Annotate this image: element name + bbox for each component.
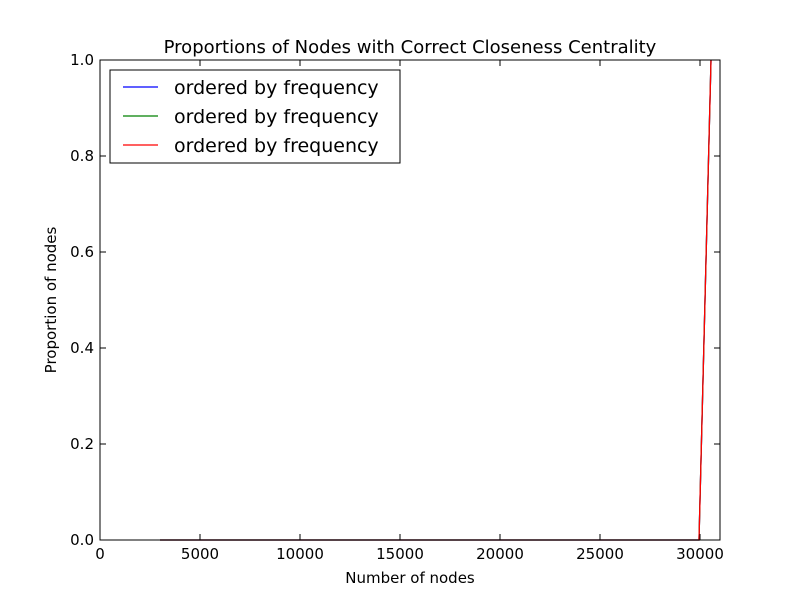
- x-tick-label: 10000: [276, 545, 324, 563]
- x-tick-label: 0: [95, 545, 105, 563]
- chart-title: Proportions of Nodes with Correct Closen…: [164, 37, 657, 58]
- x-axis-label: Number of nodes: [345, 569, 475, 587]
- axis-tick-labels: 0 5000 10000 15000 20000 25000 30000 0.0 0.2 0.4 0…: [70, 51, 724, 563]
- legend-entries: ordered by frequency ordered by frequency…: [123, 77, 379, 157]
- y-tick-label: 0.6: [70, 243, 94, 261]
- x-tick-label: 15000: [376, 545, 424, 563]
- y-tick-label: 0.2: [70, 435, 94, 453]
- plot-frame: [99, 59, 721, 541]
- x-tick-label: 30000: [676, 545, 724, 563]
- x-tick-label: 25000: [576, 545, 624, 563]
- legend-label: ordered by frequency: [174, 135, 379, 157]
- legend-label: ordered by frequency: [174, 77, 379, 99]
- y-axis-label: Proportion of nodes: [42, 226, 60, 373]
- legend-box: [109, 69, 401, 164]
- x-tick-label: 20000: [476, 545, 524, 563]
- y-tick-label: 1.0: [70, 51, 94, 69]
- y-tick-label: 0.4: [70, 339, 94, 357]
- axis-ticks: [99, 59, 720, 541]
- y-tick-label: 0.0: [70, 531, 94, 549]
- legend-label: ordered by frequency: [174, 106, 379, 128]
- x-tick-label: 5000: [181, 545, 219, 563]
- y-tick-label: 0.8: [70, 147, 94, 165]
- legend: ordered by frequency ordered by frequency…: [109, 69, 401, 164]
